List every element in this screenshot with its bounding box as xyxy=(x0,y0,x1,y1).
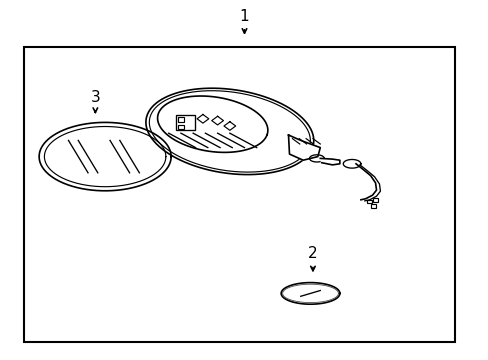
Text: 1: 1 xyxy=(239,9,249,24)
Bar xyxy=(24,47,454,342)
Polygon shape xyxy=(320,158,339,165)
Bar xyxy=(372,198,377,202)
Bar xyxy=(178,117,183,122)
Text: 3: 3 xyxy=(90,90,100,105)
Bar xyxy=(366,200,371,203)
Bar xyxy=(178,125,183,129)
Bar xyxy=(370,204,375,208)
Polygon shape xyxy=(288,135,320,160)
Text: 2: 2 xyxy=(307,246,317,261)
Bar xyxy=(176,115,194,130)
